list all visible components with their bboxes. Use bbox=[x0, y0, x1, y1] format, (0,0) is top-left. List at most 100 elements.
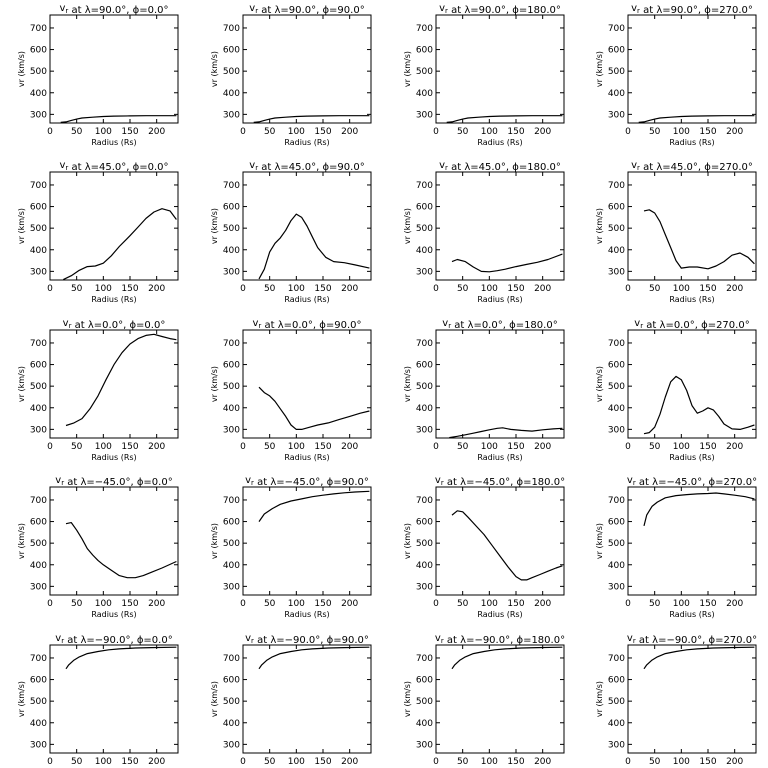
x-tick-label: 0 bbox=[433, 127, 439, 137]
x-tick-label: 0 bbox=[625, 599, 631, 609]
y-tick-label: 500 bbox=[223, 67, 240, 77]
x-tick-label: 0 bbox=[47, 127, 53, 137]
y-tick-label: 300 bbox=[416, 582, 433, 592]
plot-frame bbox=[49, 486, 179, 596]
y-tick-label: 300 bbox=[30, 267, 47, 277]
panel-3-1: 0 50 100 150 200 300 400 500 600 700 vr at λ=0.0°,… bbox=[17, 318, 179, 462]
y-tick-label: 600 bbox=[223, 203, 240, 213]
y-tick-label: 500 bbox=[416, 224, 433, 234]
y-tick-label: 400 bbox=[608, 404, 625, 414]
x-axis-label: Radius (Rs) bbox=[477, 610, 522, 619]
y-tick-label: 700 bbox=[416, 339, 433, 349]
x-tick-label: 0 bbox=[240, 127, 246, 137]
x-tick-label: 200 bbox=[726, 757, 743, 767]
x-tick-label: 150 bbox=[121, 127, 138, 137]
x-tick-label: 0 bbox=[240, 757, 246, 767]
panel-title: vr at λ=−90.0°, ϕ=90.0° bbox=[245, 633, 369, 646]
y-axis-label: vr (km/s) bbox=[17, 681, 26, 717]
panel-title: vr at λ=−90.0°, ϕ=270.0° bbox=[627, 633, 757, 646]
y-tick-label: 700 bbox=[223, 654, 240, 664]
y-axis-label: vr (km/s) bbox=[403, 51, 412, 87]
y-tick-label: 400 bbox=[416, 89, 433, 99]
x-tick-label: 200 bbox=[148, 284, 165, 294]
x-tick-label: 50 bbox=[649, 284, 661, 294]
y-tick-label: 400 bbox=[30, 719, 47, 729]
x-tick-label: 0 bbox=[433, 757, 439, 767]
panel-title: vr at λ=−45.0°, ϕ=90.0° bbox=[245, 475, 369, 488]
y-tick-label: 700 bbox=[416, 181, 433, 191]
y-tick-label: 300 bbox=[416, 267, 433, 277]
panel-3-4: 0 50 100 150 200 300 400 500 600 700 vr at λ=0.0°,… bbox=[595, 318, 757, 462]
x-tick-label: 50 bbox=[457, 599, 469, 609]
series-line bbox=[643, 646, 755, 670]
plot-frame bbox=[49, 14, 179, 124]
x-tick-label: 200 bbox=[534, 127, 551, 137]
y-tick-label: 700 bbox=[608, 654, 625, 664]
x-tick-label: 100 bbox=[288, 284, 305, 294]
y-tick-label: 400 bbox=[608, 719, 625, 729]
x-tick-label: 0 bbox=[240, 599, 246, 609]
plot-frame bbox=[627, 329, 757, 439]
y-axis-label: vr (km/s) bbox=[17, 523, 26, 559]
panel-title: vr at λ=45.0°, ϕ=180.0° bbox=[439, 160, 561, 173]
x-axis-label: Radius (Rs) bbox=[669, 295, 714, 304]
y-tick-label: 600 bbox=[416, 203, 433, 213]
x-axis-label: Radius (Rs) bbox=[91, 138, 136, 147]
y-tick-label: 600 bbox=[30, 361, 47, 371]
x-tick-label: 50 bbox=[264, 757, 276, 767]
y-tick-label: 400 bbox=[30, 561, 47, 571]
panel-3-3: 0 50 100 150 200 300 400 500 600 700 vr at λ=0.0°,… bbox=[403, 318, 565, 462]
y-tick-label: 600 bbox=[608, 203, 625, 213]
x-tick-label: 200 bbox=[534, 757, 551, 767]
y-tick-label: 400 bbox=[416, 561, 433, 571]
x-tick-label: 50 bbox=[457, 127, 469, 137]
y-tick-label: 700 bbox=[30, 181, 47, 191]
y-tick-label: 400 bbox=[30, 404, 47, 414]
y-axis-label: vr (km/s) bbox=[403, 681, 412, 717]
x-tick-label: 0 bbox=[625, 442, 631, 452]
y-tick-label: 700 bbox=[416, 496, 433, 506]
y-axis-label: vr (km/s) bbox=[403, 208, 412, 244]
x-tick-label: 50 bbox=[649, 442, 661, 452]
y-tick-label: 400 bbox=[30, 246, 47, 256]
x-tick-label: 150 bbox=[699, 599, 716, 609]
series-line bbox=[446, 115, 563, 123]
x-tick-label: 0 bbox=[625, 284, 631, 294]
panel-title: vr at λ=−45.0°, ϕ=0.0° bbox=[55, 475, 172, 488]
x-tick-label: 100 bbox=[95, 599, 112, 609]
x-tick-label: 200 bbox=[148, 599, 165, 609]
y-tick-label: 400 bbox=[608, 561, 625, 571]
x-tick-label: 150 bbox=[507, 127, 524, 137]
y-tick-label: 700 bbox=[30, 24, 47, 34]
x-tick-label: 0 bbox=[433, 599, 439, 609]
x-tick-label: 50 bbox=[71, 127, 83, 137]
x-tick-label: 0 bbox=[240, 442, 246, 452]
y-tick-label: 600 bbox=[30, 518, 47, 528]
x-tick-label: 50 bbox=[457, 757, 469, 767]
x-tick-label: 0 bbox=[47, 284, 53, 294]
plot-frame bbox=[627, 171, 757, 281]
y-tick-label: 400 bbox=[223, 89, 240, 99]
y-tick-label: 300 bbox=[223, 110, 240, 120]
x-tick-label: 100 bbox=[95, 442, 112, 452]
panel-title: vr at λ=0.0°, ϕ=180.0° bbox=[442, 318, 557, 331]
panel-title: vr at λ=−90.0°, ϕ=180.0° bbox=[435, 633, 565, 646]
y-axis-label: vr (km/s) bbox=[210, 51, 219, 87]
y-tick-label: 500 bbox=[416, 539, 433, 549]
y-tick-label: 700 bbox=[608, 24, 625, 34]
x-tick-label: 0 bbox=[47, 599, 53, 609]
y-axis-label: vr (km/s) bbox=[595, 51, 604, 87]
x-axis-label: Radius (Rs) bbox=[284, 453, 329, 462]
plot-frame bbox=[49, 644, 179, 754]
x-tick-label: 200 bbox=[148, 442, 165, 452]
x-tick-label: 200 bbox=[726, 284, 743, 294]
y-tick-label: 600 bbox=[416, 518, 433, 528]
x-tick-label: 100 bbox=[95, 757, 112, 767]
series-line bbox=[643, 492, 755, 527]
x-axis-label: Radius (Rs) bbox=[669, 453, 714, 462]
x-tick-label: 100 bbox=[481, 757, 498, 767]
x-tick-label: 50 bbox=[457, 442, 469, 452]
